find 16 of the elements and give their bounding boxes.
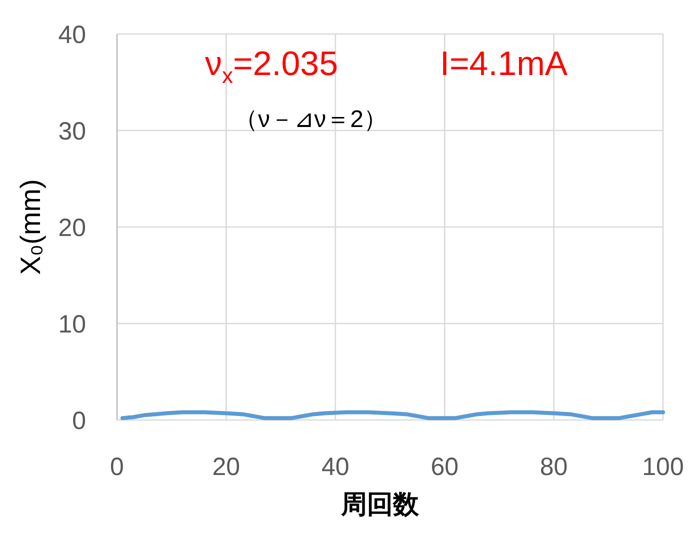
annotation: ν$_{x}$=2.035 xyxy=(205,45,338,88)
x-tick-label: 40 xyxy=(321,453,350,481)
x-tick-label: 60 xyxy=(430,453,459,481)
annotation: I=4.1mA xyxy=(440,45,568,83)
y-tick-label: 20 xyxy=(58,214,86,242)
y-tick-label: 0 xyxy=(72,407,86,435)
annotation: （ν－⊿ν＝2） xyxy=(234,106,388,133)
y-tick-label: 10 xyxy=(58,310,86,338)
x-axis-title: 周回数 xyxy=(340,489,420,519)
y-tick-label: 30 xyxy=(58,118,86,146)
x-tick-label: 100 xyxy=(642,453,684,481)
x-tick-label: 80 xyxy=(540,453,568,481)
x-tick-label: 0 xyxy=(110,453,124,481)
y-axis-title: X₀(mm) xyxy=(15,179,46,275)
x-tick-label: 20 xyxy=(212,453,240,481)
y-tick-label: 40 xyxy=(58,21,86,49)
